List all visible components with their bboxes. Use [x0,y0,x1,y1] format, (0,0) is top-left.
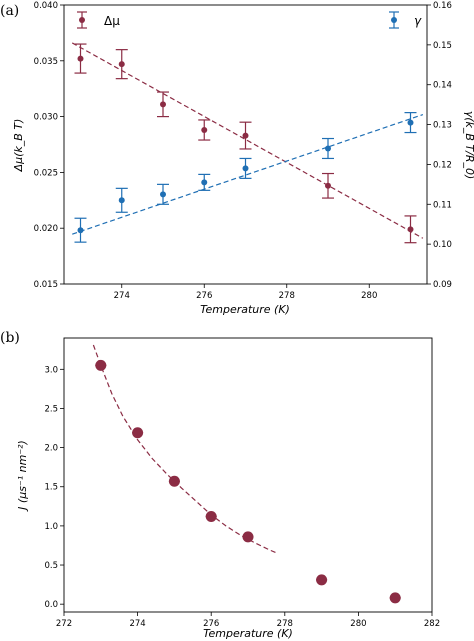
y-tick-label: 0.0 [44,600,58,610]
y-tick-label: 2.0 [44,444,58,454]
y-tick-label: 1.0 [44,522,58,532]
x-tick-label: 280 [350,619,366,629]
legend-marker-gamma [391,17,397,23]
y-tick-label: 0.035 [34,57,58,67]
data-point [205,510,217,522]
y-tick-label: 0.5 [44,561,58,571]
data-point-mu [242,132,249,139]
y-axis-b: 0.0 0.5 1.0 1.5 2.0 2.5 3.0 [44,365,64,610]
y-axis-right-a: 0.09 0.10 0.11 0.12 0.13 0.14 0.15 0.16 [427,1,452,290]
data-point-mu [325,182,331,189]
panel-label-b: (b) [0,330,20,346]
x-axis-a: 274 276 278 280 [114,284,377,301]
y2-tick-label: 0.16 [433,1,452,11]
x-tick-label: 272 [56,619,72,629]
data-point-gamma [407,119,414,126]
y2-tick-label: 0.09 [433,280,452,290]
fit-line-gamma [72,114,424,235]
chart-panel-a: 274 276 278 280 0.0150.0200.0250.0300.0350.… [12,1,474,316]
data-point [95,359,107,371]
y2-tick-label: 0.14 [433,81,452,91]
data-point-mu [160,101,166,108]
x-tick-label: 278 [279,291,295,301]
y-tick-label: 0.015 [34,280,58,290]
chart-panel-b: 272 274 276 278 280 282 0.0 0.5 1.0 1.5 2.0 2.5 3.0… [16,337,440,640]
data-point-mu [77,55,84,62]
y-axis-left-a: 0.015 0.020 0.025 0.030 0.035 0.040 [34,1,64,290]
y-tick-label: 1.5 [44,483,58,493]
legend-left: Δμ [77,11,120,29]
y2-tick-label: 0.13 [433,121,452,131]
x-tick-label: 274 [129,619,145,629]
panel-label-a: (a) [0,3,19,19]
x-axis-title-a: Temperature (K) [200,303,290,316]
plot-frame-b [63,337,433,613]
x-tick-label: 278 [277,619,293,629]
data-point-mu [118,61,125,68]
y-tick-label: 0.020 [34,224,58,234]
data-point-gamma [242,165,249,172]
y-tick-label: 3.0 [44,365,58,375]
legend-right: γ [389,11,422,29]
y2-tick-label: 0.11 [433,200,452,210]
y2-tick-label: 0.10 [433,240,452,250]
x-tick-label: 280 [361,291,377,301]
x-axis-title-b: Temperature (K) [203,627,293,640]
y-tick-label: 0.025 [34,168,58,178]
data-point-mu [407,226,414,233]
y2-tick-label: 0.12 [433,160,452,170]
data-point [316,574,328,586]
data-point-mu [201,126,208,133]
data-point-gamma [201,179,208,186]
fit-line-mu [71,42,424,239]
x-tick-label: 282 [424,619,440,629]
data-layer-b [92,344,401,604]
y2-axis-title-a: γ(k_B T/R_0) [463,111,474,180]
data-point-gamma [118,197,125,204]
legend-label-gamma: γ [414,14,422,28]
data-point [389,592,401,604]
y-axis-title-a: Δμ(k_B T) [12,119,25,173]
data-layer-a [71,42,424,244]
y-tick-label: 0.040 [34,1,58,11]
data-point [168,475,180,487]
data-point-gamma [77,227,84,234]
legend-label-mu: Δμ [104,14,120,28]
y2-tick-label: 0.15 [433,41,452,51]
plot-frame-a [63,4,428,285]
legend-marker-mu [79,17,85,23]
y-axis-title-b: J (μs⁻¹ nm⁻²) [16,440,29,512]
data-point [132,427,144,439]
x-tick-label: 274 [114,291,130,301]
y-tick-label: 0.030 [34,113,58,123]
x-tick-label: 276 [196,291,212,301]
x-axis-b: 272 274 276 278 280 282 [56,612,440,629]
data-point [242,531,254,543]
x-tick-label: 276 [203,619,219,629]
data-point-gamma [325,145,331,152]
y-tick-label: 2.5 [44,404,58,414]
data-point-gamma [160,191,166,198]
fit-curve [92,344,276,554]
